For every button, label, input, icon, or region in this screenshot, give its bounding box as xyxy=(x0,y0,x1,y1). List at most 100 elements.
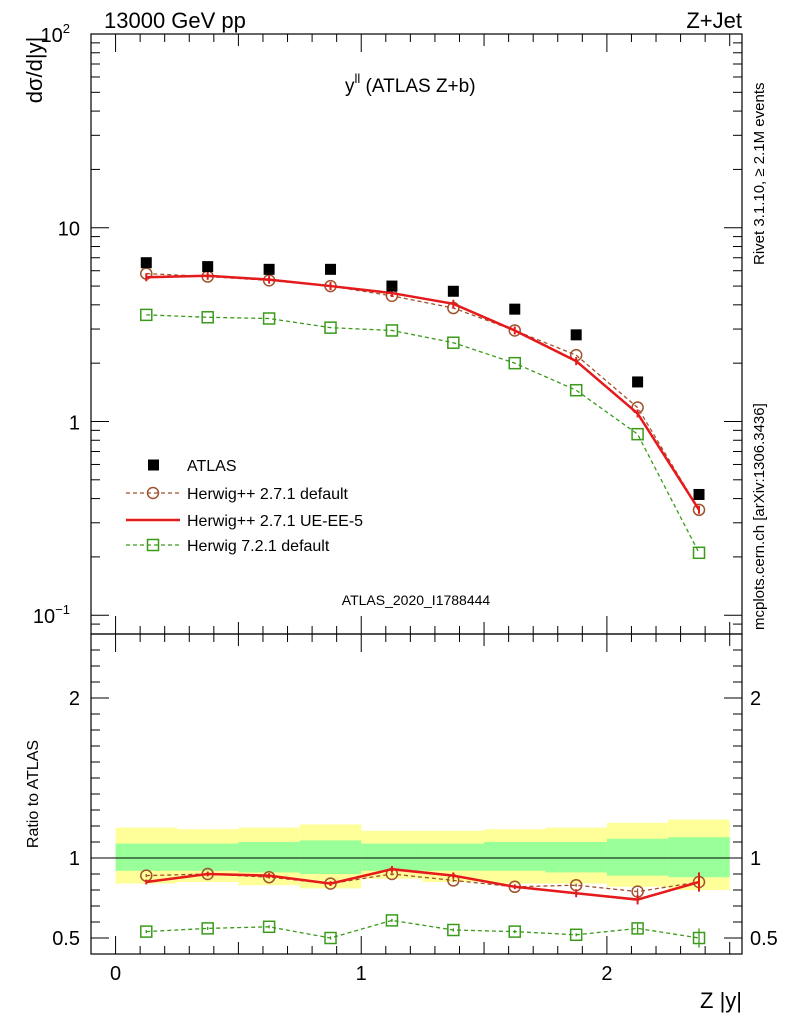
main-ytick-label: 10−1 xyxy=(33,602,70,628)
ratio-point xyxy=(631,922,644,935)
ratio-axes: 0.5 0.5 1 1 2 2 0 1 2 xyxy=(52,633,778,985)
ratio-ytick-label: 1 xyxy=(69,848,80,870)
atlas-point xyxy=(263,263,275,275)
main-plot-area xyxy=(140,257,706,560)
ratio-band-inner xyxy=(545,842,607,873)
ratio-ytick-label: 2 xyxy=(69,688,80,710)
series-atlas xyxy=(140,257,705,500)
ratio-point xyxy=(569,928,583,942)
ratio-ytick-label-right: 1 xyxy=(750,848,761,870)
series-point xyxy=(324,321,337,334)
ratio-band-inner xyxy=(668,837,730,878)
atlas-point xyxy=(447,285,459,297)
ratio-band-inner xyxy=(115,843,177,871)
header-right: Z+Jet xyxy=(686,8,742,33)
ratio-xtick-label: 0 xyxy=(110,963,121,985)
series-point xyxy=(508,324,522,337)
legend-item-h7_default: Herwig 7.2.1 default xyxy=(126,538,330,555)
series-point xyxy=(262,312,276,325)
series-hpp_default xyxy=(140,267,706,517)
ratio-point xyxy=(324,931,337,945)
legend-item-atlas: ATLAS xyxy=(148,458,237,475)
plot-title: yll (ATLAS Z+b) xyxy=(345,71,476,97)
x-axis-label: Z |y| xyxy=(700,988,742,1013)
atlas-point xyxy=(570,329,582,341)
legend-label: Herwig 7.2.1 default xyxy=(187,538,330,555)
plot-title-main: y xyxy=(345,76,355,97)
ratio-xtick-label: 1 xyxy=(356,963,367,985)
ratio-point xyxy=(447,923,460,937)
series-point xyxy=(447,336,460,349)
series-point xyxy=(692,503,706,517)
atlas-point xyxy=(632,376,644,388)
ratio-series-h7_default xyxy=(140,914,706,948)
legend-label: Herwig++ 2.7.1 UE-EE-5 xyxy=(187,513,363,530)
header-left: 13000 GeV pp xyxy=(104,8,246,33)
legend-marker xyxy=(146,486,160,500)
atlas-point xyxy=(693,488,705,500)
series-hpp_ueee5 xyxy=(145,271,701,514)
ratio-ytick-label: 0.5 xyxy=(52,928,80,950)
main-ytick-label: 102 xyxy=(41,21,70,47)
ratio-point xyxy=(692,931,706,945)
series-point xyxy=(140,308,153,322)
ratio-line xyxy=(146,919,700,939)
ratio-band-inner xyxy=(176,843,239,871)
ratio-panel: 0.5 0.5 1 1 2 2 0 1 2 Ratio to ATLAS Z |y| xyxy=(25,633,778,1013)
ratio-band-inner xyxy=(422,843,485,871)
legend: ATLAS Herwig++ 2.7.1 default Herwig++ 2.7.… xyxy=(126,458,363,555)
legend-label: Herwig++ 2.7.1 default xyxy=(187,486,349,503)
main-ytick-label-base: 10 xyxy=(41,25,63,47)
series-point xyxy=(692,546,706,560)
series-line xyxy=(146,314,700,554)
ratio-band-inner xyxy=(606,838,669,876)
series-point xyxy=(569,383,583,397)
series-point xyxy=(631,427,644,441)
rivet-label: Rivet 3.1.10, ≥ 2.1M events xyxy=(751,83,768,266)
plot-title-superscript: ll xyxy=(355,71,361,86)
legend-marker xyxy=(146,538,160,552)
legend-item-hpp_default: Herwig++ 2.7.1 default xyxy=(126,486,349,503)
ratio-series-hpp_ueee5 xyxy=(145,866,701,905)
ratio-frame xyxy=(90,633,743,955)
series-point xyxy=(201,311,214,324)
main-ytick-label-base: 10 xyxy=(33,606,55,628)
plot-title-suffix: (ATLAS Z+b) xyxy=(360,76,475,97)
ratio-ylabel: Ratio to ATLAS xyxy=(25,740,42,848)
legend-item-hpp_ueee5: Herwig++ 2.7.1 UE-EE-5 xyxy=(126,513,363,530)
atlas-point xyxy=(325,263,337,275)
ratio-point xyxy=(262,920,276,934)
ratio-plot-area xyxy=(91,819,742,948)
ratio-line xyxy=(146,867,700,901)
series-line xyxy=(146,274,701,511)
main-ytick-label: 10 xyxy=(58,219,80,241)
legend-label: ATLAS xyxy=(187,458,237,475)
series-point xyxy=(385,324,399,337)
series-h7_default xyxy=(140,308,706,560)
main-ytick-label-exp: −1 xyxy=(55,602,70,617)
ratio-point xyxy=(508,925,522,938)
atlas-point xyxy=(386,280,398,292)
atlas-point xyxy=(140,257,152,269)
series-point xyxy=(508,356,522,370)
atlas-point xyxy=(509,303,521,315)
main-ytick-label-exp: 2 xyxy=(63,21,70,36)
legend-marker xyxy=(148,459,159,471)
ratio-xtick-label: 2 xyxy=(601,963,612,985)
ratio-point xyxy=(201,922,214,935)
ratio-band-inner xyxy=(484,842,546,871)
atlas-point xyxy=(202,261,214,273)
ratio-point xyxy=(140,925,153,938)
mcplots-label: mcplots.cern.ch [arXiv:1306.3436] xyxy=(751,403,768,630)
main-ylabel: dσ/d|y| xyxy=(22,37,47,104)
main-ytick-label: 1 xyxy=(69,412,80,434)
ratio-band-inner xyxy=(299,840,362,874)
ratio-band-inner xyxy=(238,842,300,873)
ratio-point xyxy=(385,914,399,927)
ratio-ytick-label-right: 2 xyxy=(750,688,761,710)
ratio-ytick-label-right: 0.5 xyxy=(750,928,778,950)
analysis-tag: ATLAS_2020_I1788444 xyxy=(342,592,491,608)
